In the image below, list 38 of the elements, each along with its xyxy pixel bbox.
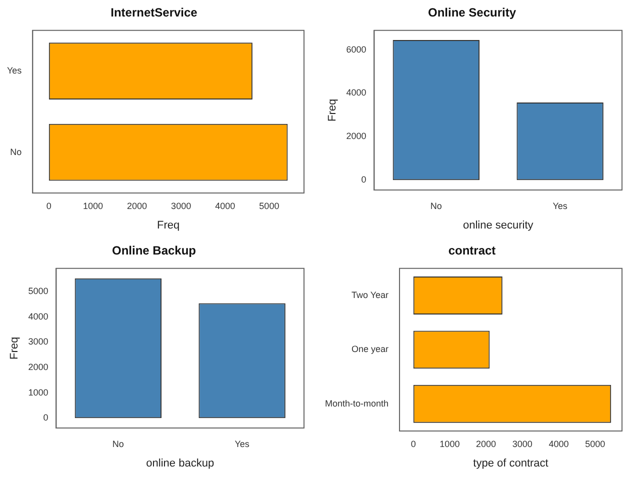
x-tick-label: 4000: [548, 438, 569, 449]
y-tick-label: 0: [361, 174, 366, 185]
x-tick-label: 5000: [585, 438, 606, 449]
x-tick-label: 1000: [440, 438, 460, 449]
x-tick-label: 3000: [512, 438, 532, 449]
x-axis-title: type of contract: [473, 457, 548, 470]
x-tick-label: No: [430, 200, 442, 211]
x-tick-label: 2000: [127, 200, 148, 211]
x-axis-title: online backup: [146, 457, 214, 470]
y-axis-title: Freq: [8, 336, 21, 360]
x-tick-label: 3000: [171, 200, 192, 211]
x-tick-label: Yes: [234, 438, 250, 449]
y-tick-label: One year: [351, 344, 389, 354]
chart-title: Online Security: [428, 6, 516, 20]
y-tick-label: 6000: [346, 44, 366, 54]
y-tick-label: 0: [43, 412, 48, 423]
chart-title: contract: [448, 244, 496, 258]
y-tick-label: Two Year: [351, 290, 389, 300]
y-tick-label: 5000: [28, 286, 48, 296]
x-axis-title: online security: [462, 219, 534, 232]
y-tick-label: 1000: [28, 387, 48, 398]
chart-title: InternetService: [110, 6, 198, 20]
x-tick-label: 0: [410, 438, 416, 449]
x-tick-label: Yes: [552, 200, 568, 211]
x-tick-label: 1000: [82, 200, 103, 211]
y-tick-label: Month-to-month: [324, 398, 389, 408]
y-tick-label: 3000: [28, 336, 48, 347]
y-tick-label: 4000: [28, 311, 48, 322]
x-tick-label: No: [112, 438, 124, 449]
x-tick-label: 4000: [215, 200, 236, 211]
chart-title: Online Backup: [112, 244, 196, 258]
y-tick-label: 2000: [28, 362, 48, 372]
y-tick-label: 2000: [346, 131, 366, 142]
y-axis-title: Freq: [326, 98, 339, 122]
x-axis-title: Freq: [157, 219, 180, 232]
y-tick-label: 4000: [346, 88, 366, 98]
x-tick-label: 5000: [259, 200, 280, 211]
x-tick-label: 2000: [476, 438, 496, 449]
